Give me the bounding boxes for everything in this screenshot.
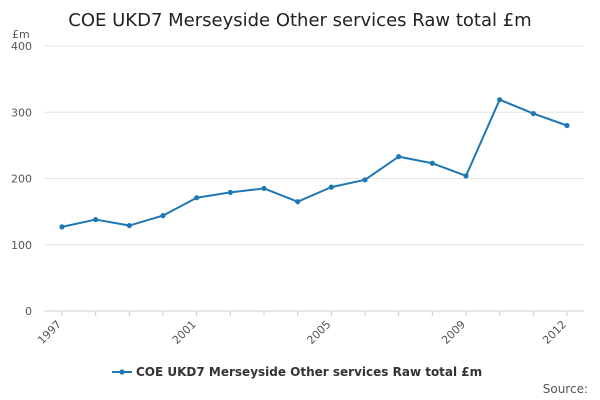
legend-point-marker: [119, 369, 125, 375]
y-tick-label: 200: [11, 173, 32, 186]
data-point[interactable]: [227, 189, 233, 196]
chart-title: COE UKD7 Merseyside Other services Raw t…: [68, 10, 531, 31]
y-tick-label: 400: [11, 40, 32, 53]
source-label: Source:: [543, 382, 588, 396]
data-point[interactable]: [362, 177, 368, 183]
data-point[interactable]: [59, 224, 65, 230]
x-tick-label: 2001: [170, 318, 199, 347]
data-point[interactable]: [564, 122, 570, 129]
data-point[interactable]: [194, 195, 200, 201]
x-tick-label: 2005: [304, 318, 333, 347]
grid-lines: [44, 45, 584, 246]
data-point[interactable]: [463, 173, 469, 179]
data-point[interactable]: [160, 213, 166, 219]
data-point[interactable]: [530, 110, 536, 117]
series-group: [59, 97, 570, 230]
data-point[interactable]: [328, 184, 334, 190]
data-point[interactable]: [126, 222, 132, 229]
data-point[interactable]: [497, 97, 503, 103]
y-axis-unit-label: £m: [12, 28, 30, 41]
y-axis-ticks: 0 100 200 300 400: [11, 40, 32, 318]
x-tick-label: 1997: [35, 318, 64, 347]
y-tick-label: 0: [25, 305, 32, 318]
series-line: [61, 98, 568, 228]
data-point[interactable]: [261, 185, 267, 192]
data-point[interactable]: [429, 160, 435, 166]
legend-label[interactable]: COE UKD7 Merseyside Other services Raw t…: [136, 365, 482, 379]
x-tick-label: 2009: [439, 318, 468, 347]
y-tick-label: 300: [11, 106, 32, 119]
legend[interactable]: COE UKD7 Merseyside Other services Raw t…: [112, 365, 482, 379]
x-axis: 1997 2001 2005 2009 2012: [35, 310, 584, 347]
data-point[interactable]: [295, 199, 301, 205]
data-point[interactable]: [93, 216, 99, 223]
x-tick-label: 2012: [540, 318, 569, 347]
y-tick-label: 100: [11, 239, 32, 252]
data-point[interactable]: [396, 154, 402, 160]
